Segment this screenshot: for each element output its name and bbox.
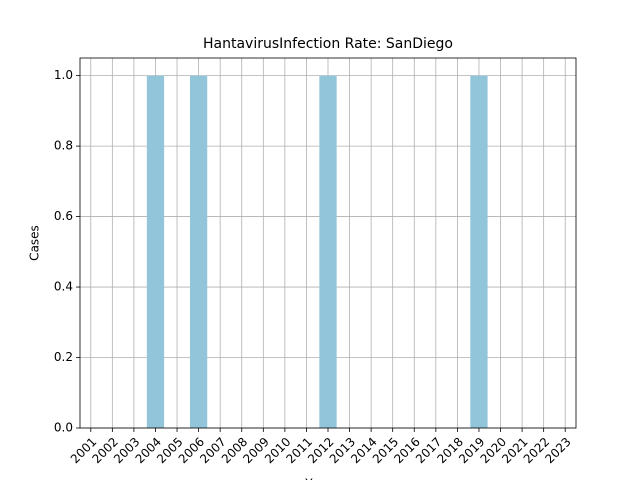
- y-axis-label: Cases: [28, 225, 42, 261]
- y-tick-label: 0.0: [54, 421, 73, 435]
- y-tick-label: 1.0: [54, 68, 73, 82]
- x-axis-label: Year: [304, 477, 330, 480]
- bar: [189, 75, 208, 428]
- bar: [146, 75, 165, 428]
- y-tick-label: 0.8: [54, 139, 73, 153]
- y-tick-label: 0.4: [54, 280, 73, 294]
- chart-title: HantavirusInfection Rate: SanDiego: [203, 36, 453, 52]
- y-tick-label: 0.2: [54, 350, 73, 364]
- plot-frame: [79, 57, 577, 429]
- y-tick-label: 0.6: [54, 209, 73, 223]
- bar: [319, 75, 337, 428]
- bar: [470, 75, 488, 428]
